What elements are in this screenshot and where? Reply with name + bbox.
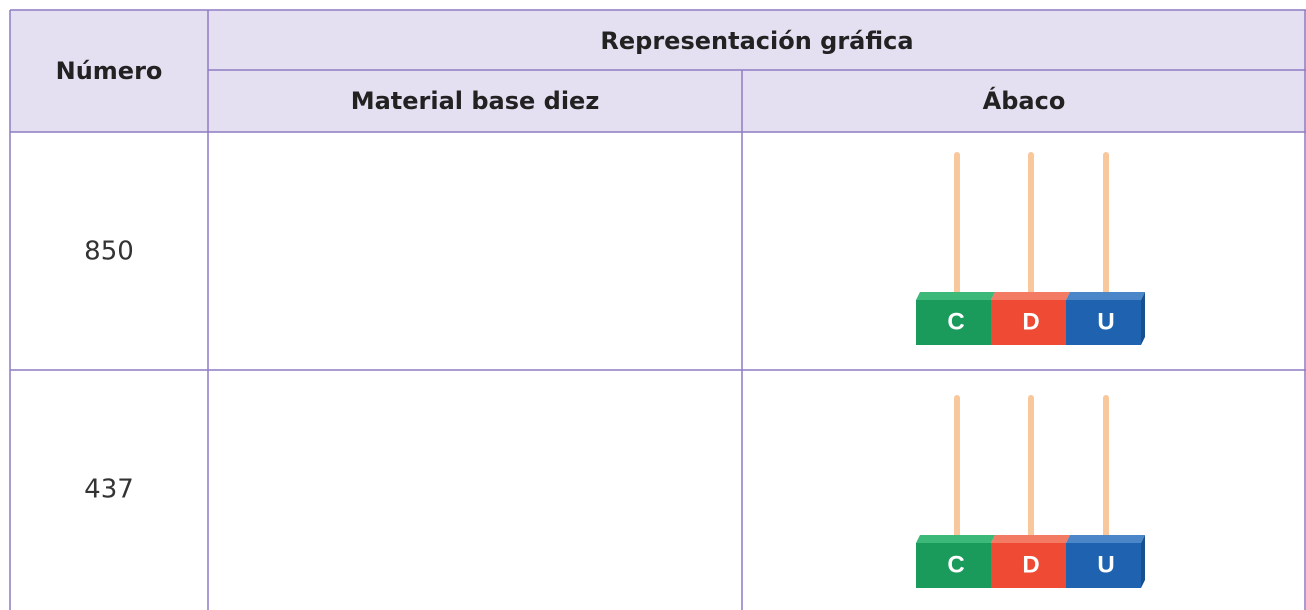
- abacus-block: [1066, 300, 1141, 345]
- abacus-label: U: [1097, 551, 1114, 578]
- row-number: 850: [84, 237, 134, 267]
- abacus-block-side: [1141, 292, 1145, 345]
- abacus-block-top: [991, 535, 1070, 543]
- abacus-block-top: [916, 535, 995, 543]
- header-abacus: Ábaco: [983, 86, 1066, 115]
- header-material: Material base diez: [351, 87, 600, 115]
- header-number: Número: [56, 57, 163, 85]
- header-bg: [10, 10, 1306, 132]
- abacus-block-side: [1141, 535, 1145, 588]
- abacus-block-top: [991, 292, 1070, 300]
- abacus-label: D: [1022, 308, 1039, 335]
- header-group: Representación gráfica: [600, 27, 913, 55]
- abacus-label: C: [947, 551, 964, 578]
- abacus-block: [1066, 543, 1141, 588]
- abacus-label: U: [1097, 308, 1114, 335]
- abacus-label: D: [1022, 551, 1039, 578]
- abacus-block-top: [916, 292, 995, 300]
- abacus-block-top: [1066, 292, 1145, 300]
- abacus-block-top: [1066, 535, 1145, 543]
- abacus-block: [916, 300, 991, 345]
- table-borders: [9, 9, 1306, 610]
- abacus-block: [991, 543, 1066, 588]
- abacus-label: C: [947, 308, 964, 335]
- abacus-block: [916, 543, 991, 588]
- row-number: 437: [84, 475, 134, 505]
- abacus-block: [991, 300, 1066, 345]
